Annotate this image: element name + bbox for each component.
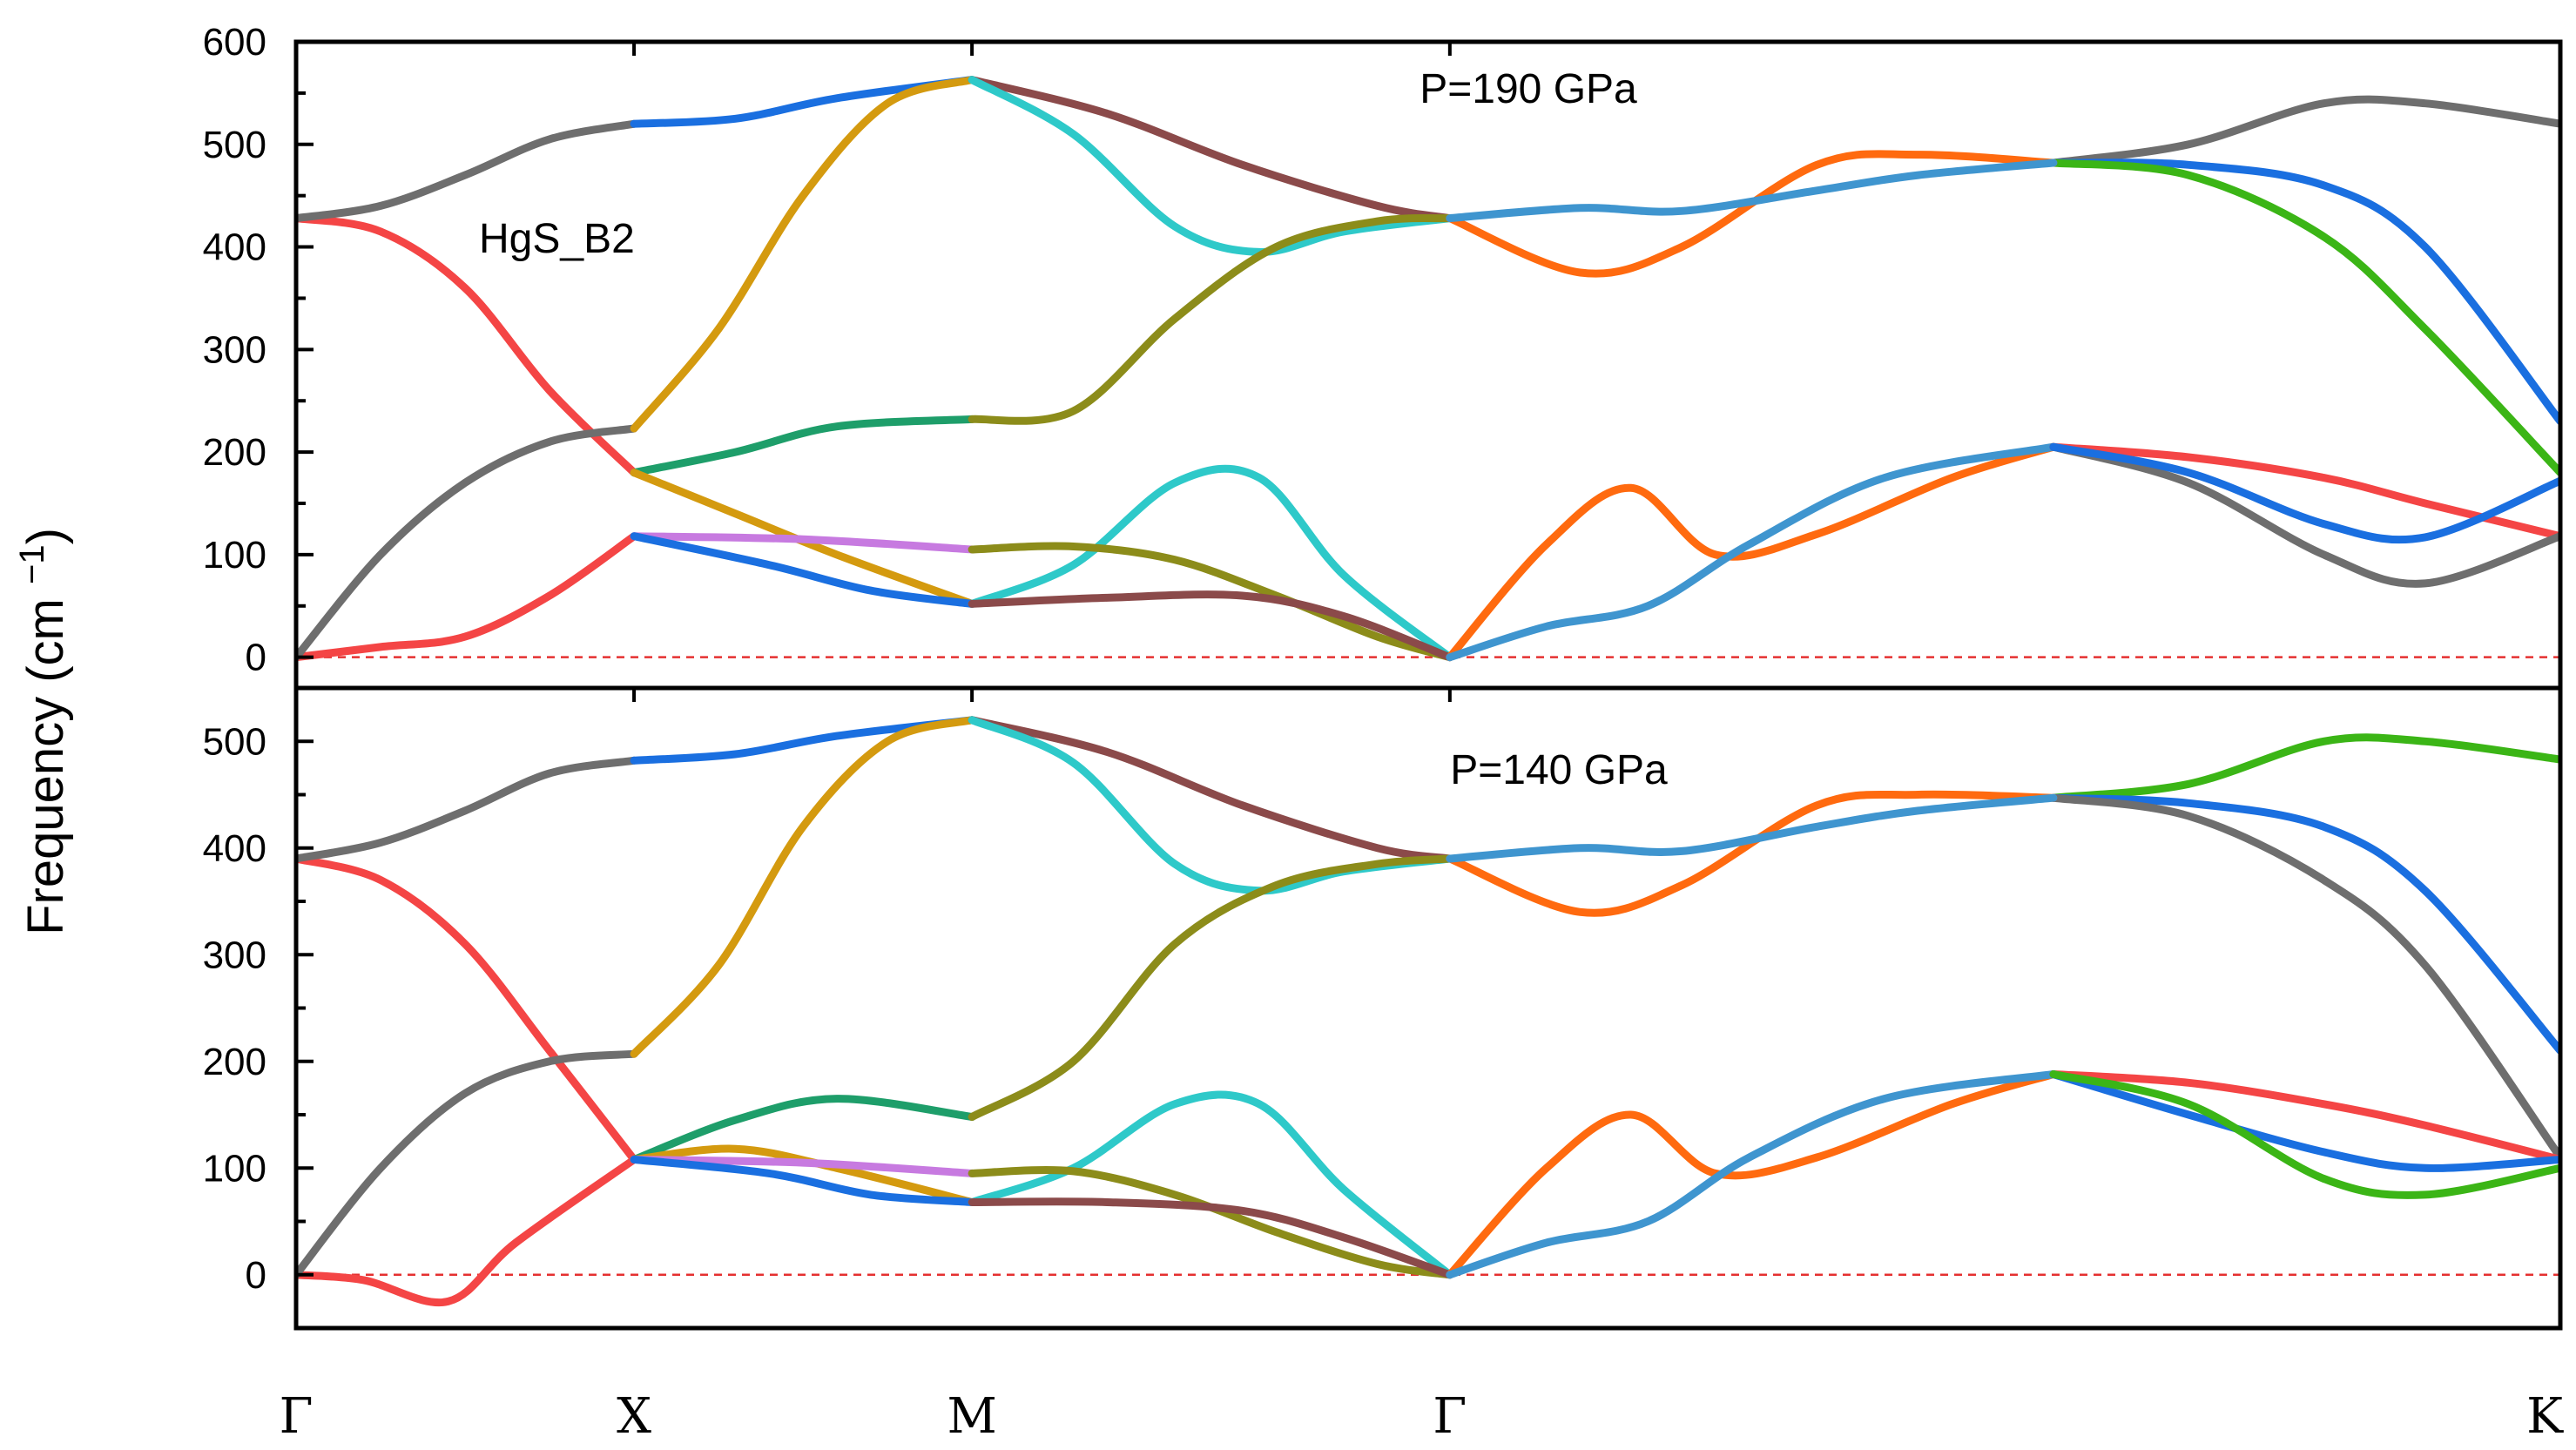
band-line	[968, 76, 1454, 256]
band-line	[1446, 150, 2058, 278]
y-tick-label: 200	[203, 431, 266, 474]
plot-frame	[293, 685, 2563, 1331]
kpoint-label: Γ	[280, 1388, 314, 1445]
band-line	[968, 214, 1454, 425]
band-line	[1446, 442, 2058, 662]
band-line	[296, 424, 638, 662]
band-line	[296, 119, 638, 223]
band-line	[968, 590, 1454, 662]
kpoint-label: Γ	[1433, 1388, 1467, 1445]
y-tick-label: 200	[203, 1041, 266, 1083]
y-axis-label-close: )	[17, 528, 74, 544]
band-line	[968, 854, 1454, 1121]
band-line	[296, 756, 638, 863]
band-line	[968, 76, 1454, 223]
band-line	[2049, 158, 2560, 477]
band-line	[296, 1156, 638, 1307]
band-line	[630, 1095, 976, 1163]
top-panel: 0 100 200 300 400 500 600 P=190 GPa HgS_B2	[203, 21, 2563, 691]
y-tick-label: 0	[246, 1254, 266, 1297]
band-line	[968, 542, 1454, 662]
band-series-group	[296, 716, 2560, 1307]
band-line	[296, 214, 638, 477]
band-line	[2049, 95, 2560, 167]
band-series-group	[296, 76, 2560, 662]
band-line	[296, 532, 638, 662]
band-line	[296, 1049, 638, 1279]
band-line	[630, 532, 976, 554]
band-line	[1446, 1070, 2058, 1279]
band-line	[2049, 1070, 2560, 1163]
y-tick-label: 300	[203, 328, 266, 371]
bottom-panel: 0 100 200 300 400 500 P=140 GPa	[203, 685, 2563, 1331]
band-line	[630, 76, 976, 433]
kpoint-label: K	[2526, 1388, 2564, 1445]
band-line	[2049, 442, 2560, 541]
kpoint-label: X	[617, 1388, 651, 1445]
y-tick-label: 100	[203, 534, 266, 577]
y-tick-label: 100	[203, 1147, 266, 1190]
band-line	[2049, 1070, 2560, 1199]
y-tick-label: 500	[203, 124, 266, 166]
band-line	[968, 1166, 1454, 1279]
band-line	[630, 415, 976, 477]
y-axis-label: Frequency (cm −1)	[13, 528, 74, 935]
y-axis-label-text: Frequency (cm	[17, 584, 74, 935]
band-line	[1446, 793, 2058, 863]
y-axis-label-exponent: −1	[13, 544, 51, 584]
band-line	[968, 716, 1454, 863]
band-line	[1446, 442, 2058, 662]
band-line	[630, 1156, 976, 1206]
band-line	[1446, 790, 2058, 917]
band-line	[2049, 442, 2560, 544]
band-line	[968, 1197, 1454, 1279]
band-line	[630, 1144, 976, 1206]
band-line	[630, 716, 976, 1058]
y-tick-label: 300	[203, 934, 266, 976]
band-line	[2049, 442, 2560, 588]
band-line	[968, 464, 1454, 662]
band-line	[296, 854, 638, 1163]
band-line	[2049, 1070, 2560, 1172]
pressure-label: P=140 GPa	[1450, 747, 1668, 793]
band-line	[2049, 733, 2560, 802]
band-line	[1446, 1070, 2058, 1279]
material-label: HgS_B2	[479, 216, 635, 262]
band-line	[1446, 158, 2058, 223]
band-line	[2049, 793, 2560, 1162]
band-line	[2049, 793, 2560, 1055]
y-tick-label: 0	[246, 637, 266, 679]
pressure-label: P=190 GPa	[1419, 66, 1637, 112]
y-tick-label: 600	[203, 21, 266, 64]
y-tick-label: 500	[203, 720, 266, 763]
kpoint-label: M	[947, 1388, 996, 1445]
y-tick-label: 400	[203, 827, 266, 870]
y-tick-label: 400	[203, 226, 266, 269]
band-line	[2049, 158, 2560, 426]
band-line	[630, 532, 976, 608]
